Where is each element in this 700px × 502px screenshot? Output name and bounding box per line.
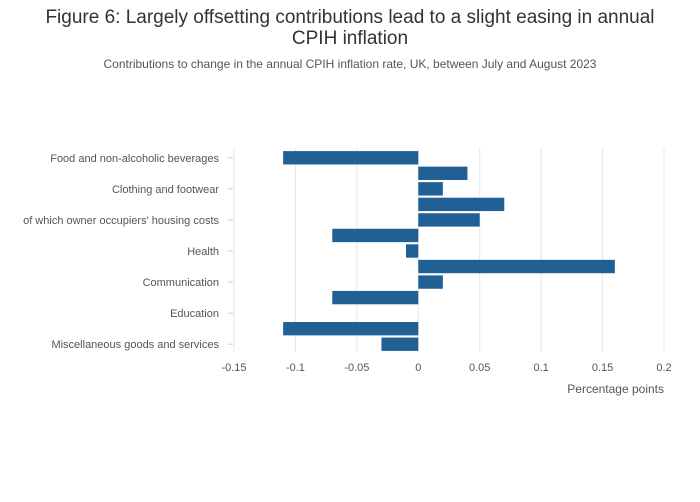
category-label: Communication — [143, 277, 219, 289]
x-tick-label: -0.05 — [344, 362, 369, 374]
bar — [332, 228, 419, 243]
bar — [332, 290, 419, 305]
x-tick-label: 0.1 — [533, 362, 548, 374]
x-tick-label: -0.1 — [286, 362, 305, 374]
x-tick-label: 0.2 — [656, 362, 671, 374]
bar — [283, 322, 419, 336]
chart-title-line-2: CPIH inflation — [291, 28, 409, 49]
bar — [418, 213, 480, 227]
bar — [283, 151, 419, 165]
bar — [406, 244, 419, 258]
category-label: Education — [170, 308, 219, 320]
category-label: Health — [187, 246, 219, 258]
chart-title: Figure 6: Largely offsetting contributio… — [0, 7, 700, 49]
bar — [418, 259, 615, 274]
category-label: Miscellaneous goods and services — [51, 339, 219, 351]
bar — [418, 275, 443, 289]
x-tick-label: 0.15 — [592, 362, 613, 374]
x-axis-title: Percentage points — [567, 382, 664, 396]
x-tick-label: 0.05 — [469, 362, 490, 374]
bar — [418, 182, 443, 196]
category-label: Clothing and footwear — [112, 184, 219, 196]
chart-title-line-1: Figure 6: Largely offsetting contributio… — [45, 7, 655, 28]
bar — [381, 337, 419, 351]
category-label: of which owner occupiers' housing costs — [23, 215, 219, 227]
bar — [418, 197, 505, 212]
bar — [418, 166, 468, 180]
x-tick-label: -0.15 — [221, 362, 246, 374]
chart-subtitle: Contributions to change in the annual CP… — [103, 57, 597, 71]
x-tick-label: 0 — [415, 362, 421, 374]
category-label: Food and non-alcoholic beverages — [50, 153, 219, 165]
